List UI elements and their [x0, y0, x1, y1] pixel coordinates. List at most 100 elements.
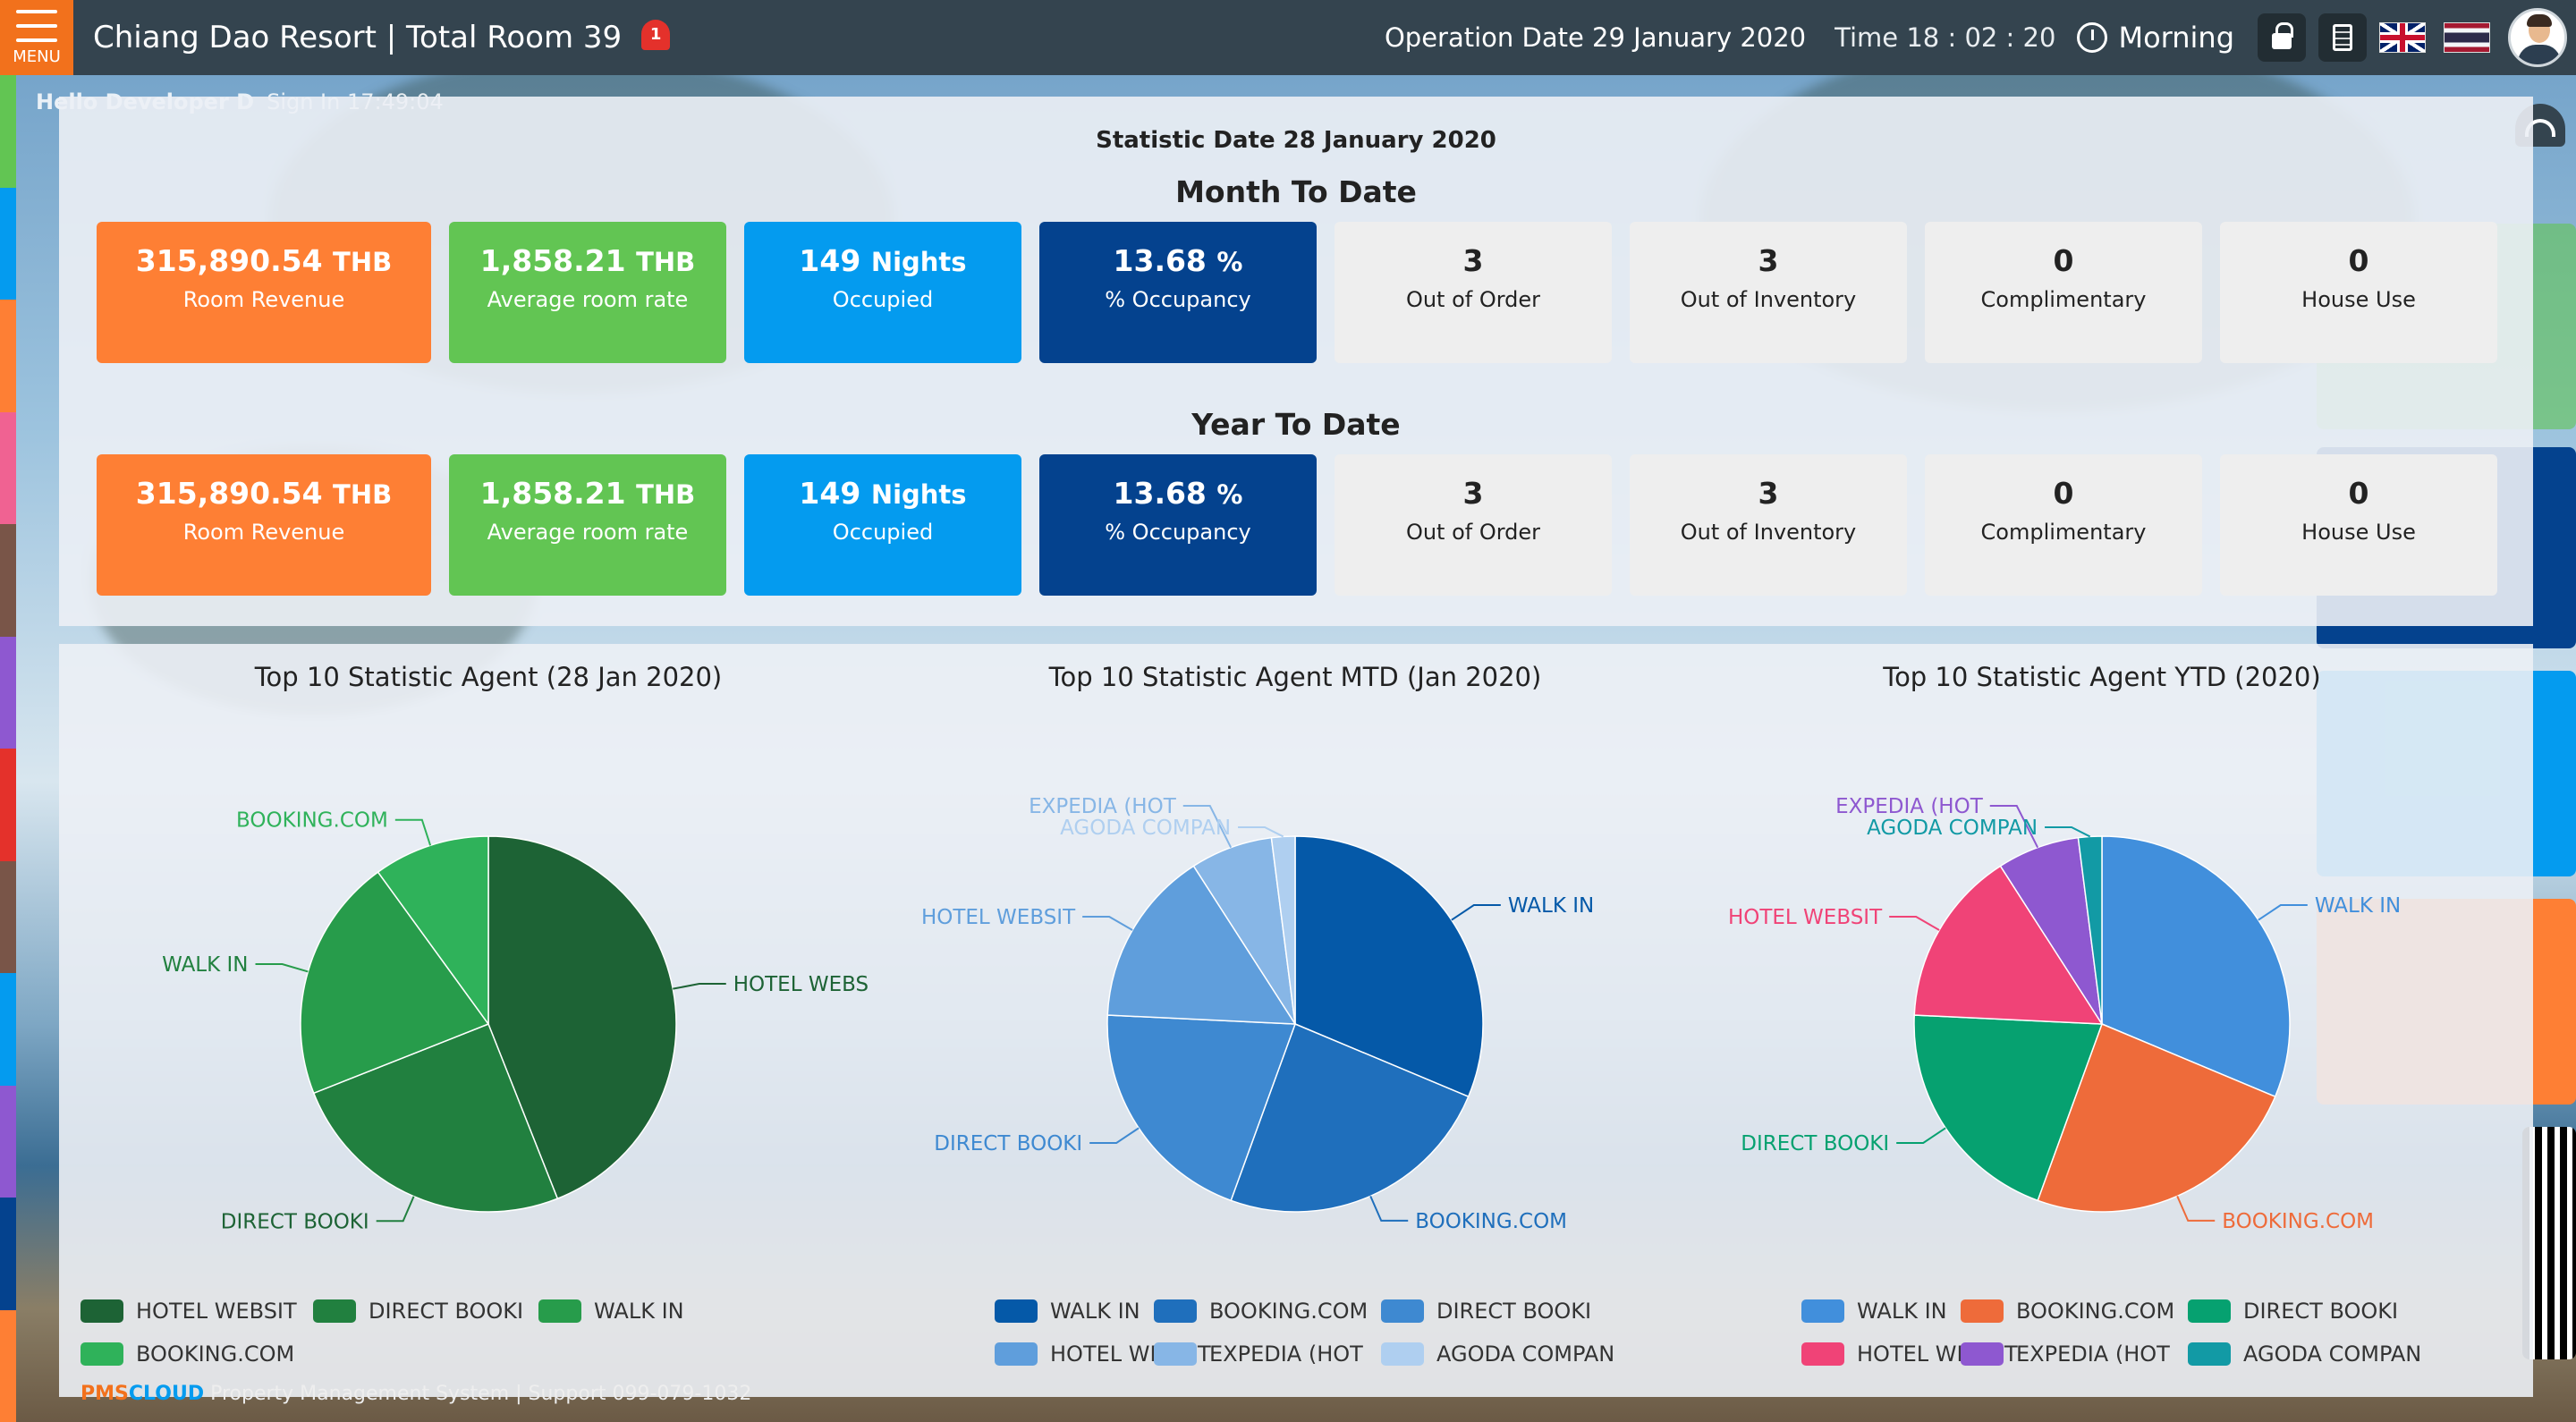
notification-bell-icon[interactable]: 1 [638, 18, 674, 57]
stat-label: House Use [2301, 520, 2416, 545]
legend-item[interactable]: WALK IN [538, 1299, 684, 1324]
pie-leader-line [1989, 805, 2039, 849]
stat-number: 149 [799, 243, 861, 278]
left-color-strip [0, 75, 16, 1422]
stat-number: 3 [1462, 476, 1484, 511]
stat-label: Out of Inventory [1680, 287, 1857, 312]
pie-leader-line [2258, 904, 2308, 921]
legend-swatch [1961, 1342, 2004, 1366]
pie-slice-label: DIRECT BOOKI [934, 1132, 1082, 1155]
strip-segment[interactable] [0, 749, 16, 861]
clock-icon [2077, 22, 2108, 53]
hamburger-icon [16, 9, 57, 42]
legend-swatch [1961, 1299, 2004, 1323]
pie-slice[interactable] [1294, 835, 1484, 1098]
legend-item[interactable]: BOOKING.COM [1961, 1299, 2174, 1324]
pie-chart: WALK IN BOOKING.COM DIRECT BOOKI HOTEL WEBS… [921, 795, 1594, 1233]
pie-leader-line [394, 818, 432, 846]
section-title: Year To Date [1191, 407, 1401, 442]
legend-label: AGODA COMPAN [2243, 1342, 2422, 1367]
pie-slice-label: HOTEL WEBS [733, 973, 869, 996]
pie-slice[interactable] [1106, 1014, 1297, 1202]
pie-slice[interactable] [2077, 835, 2103, 1025]
pie-slice[interactable] [2101, 835, 2291, 1098]
chart-title: Top 10 Statistic Agent YTD (2020) [1883, 662, 2321, 692]
legend-item[interactable]: DIRECT BOOKI [2188, 1299, 2398, 1324]
user-avatar[interactable] [2508, 8, 2567, 67]
stat-box: 0 Complimentary [1925, 222, 2202, 363]
pie-slice[interactable] [312, 1023, 559, 1213]
strip-segment[interactable] [0, 300, 16, 412]
legend-item[interactable]: WALK IN [995, 1299, 1140, 1324]
legend-label: DIRECT BOOKI [369, 1299, 524, 1324]
stat-value: 1,858.21 THB [449, 243, 726, 278]
legend-item[interactable]: AGODA COMPAN [1381, 1342, 1614, 1367]
stat-label: Average room rate [487, 287, 689, 312]
pie-slice[interactable] [1913, 865, 2104, 1025]
legend-item[interactable]: BOOKING.COM [80, 1342, 294, 1367]
legend-item[interactable]: DIRECT BOOKI [1381, 1299, 1591, 1324]
pie-slice-label: WALK IN [162, 953, 248, 977]
lock-button[interactable] [2258, 13, 2306, 62]
stat-label: Out of Order [1405, 287, 1541, 312]
stat-number: 3 [1758, 243, 1779, 278]
legend-item[interactable]: HOTEL WEBSIT [80, 1299, 297, 1324]
legend-label: BOOKING.COM [1209, 1299, 1368, 1324]
stat-number: 1,858.21 [479, 476, 626, 511]
strip-segment[interactable] [0, 1198, 16, 1310]
strip-segment[interactable] [0, 524, 16, 637]
legend-item[interactable]: WALK IN [1801, 1299, 1947, 1324]
legend-label: EXPEDIA (HOT [2016, 1342, 2170, 1367]
pie-chart: HOTEL WEBS DIRECT BOOKI WALK IN BOOKING.COM [162, 809, 869, 1234]
legend-swatch [1381, 1299, 1424, 1323]
stat-label: Out of Order [1405, 520, 1541, 545]
legend-label: BOOKING.COM [2016, 1299, 2175, 1324]
pie-slice[interactable] [1230, 1023, 1470, 1213]
top-bar: MENU Chiang Dao Resort | Total Room 39 1… [0, 0, 2576, 75]
strip-segment[interactable] [0, 75, 16, 188]
pie-slice-label: DIRECT BOOKI [221, 1210, 369, 1233]
strip-segment[interactable] [0, 860, 16, 973]
pie-slice[interactable] [2037, 1023, 2276, 1213]
pie-slice[interactable] [300, 871, 490, 1095]
legend-item[interactable]: EXPEDIA (HOT [1154, 1342, 1363, 1367]
strip-segment[interactable] [0, 411, 16, 524]
strip-segment[interactable] [0, 1085, 16, 1198]
stat-number: 0 [2053, 243, 2074, 278]
pie-leader-line [376, 1196, 415, 1223]
pie-slice[interactable] [1913, 1014, 2104, 1202]
stat-box: 13.68 % % Occupancy [1039, 454, 1317, 596]
pie-leader-line [673, 983, 726, 990]
legend-item[interactable]: BOOKING.COM [1154, 1299, 1368, 1324]
stat-number: 315,890.54 [135, 243, 323, 278]
stat-box: 1,858.21 THB Average room rate [449, 222, 726, 363]
thai-flag-icon[interactable] [2444, 22, 2490, 53]
pie-slice[interactable] [1106, 865, 1297, 1025]
stat-value: 3 [1335, 243, 1612, 278]
strip-segment[interactable] [0, 636, 16, 749]
operation-date: Operation Date 29 January 2020 [1384, 22, 1807, 53]
stat-box: 3 Out of Inventory [1630, 222, 1907, 363]
calculator-button[interactable] [2318, 13, 2367, 62]
strip-segment[interactable] [0, 973, 16, 1086]
pie-slice[interactable] [377, 835, 489, 1027]
pie-slice-label: DIRECT BOOKI [1741, 1132, 1889, 1155]
stat-value: 315,890.54 THB [97, 243, 431, 278]
legend-label: EXPEDIA (HOT [1209, 1342, 1363, 1367]
pie-slice[interactable] [1270, 835, 1296, 1025]
legend-swatch [1154, 1299, 1197, 1323]
english-flag-icon[interactable] [2379, 22, 2426, 53]
pie-slice-label: EXPEDIA (HOT [1835, 795, 1984, 818]
strip-segment[interactable] [0, 187, 16, 300]
legend-swatch [538, 1299, 581, 1323]
stat-unit: THB [636, 479, 696, 510]
legend-item[interactable]: AGODA COMPAN [2188, 1342, 2421, 1367]
strip-segment[interactable] [0, 1309, 16, 1422]
pie-slice[interactable] [487, 835, 677, 1200]
menu-button[interactable]: MENU [0, 0, 73, 75]
legend-swatch [995, 1299, 1038, 1323]
pie-slice-label: HOTEL WEBSIT [921, 906, 1076, 929]
legend-item[interactable]: DIRECT BOOKI [313, 1299, 523, 1324]
legend-swatch [1154, 1342, 1197, 1366]
legend-item[interactable]: EXPEDIA (HOT [1961, 1342, 2170, 1367]
